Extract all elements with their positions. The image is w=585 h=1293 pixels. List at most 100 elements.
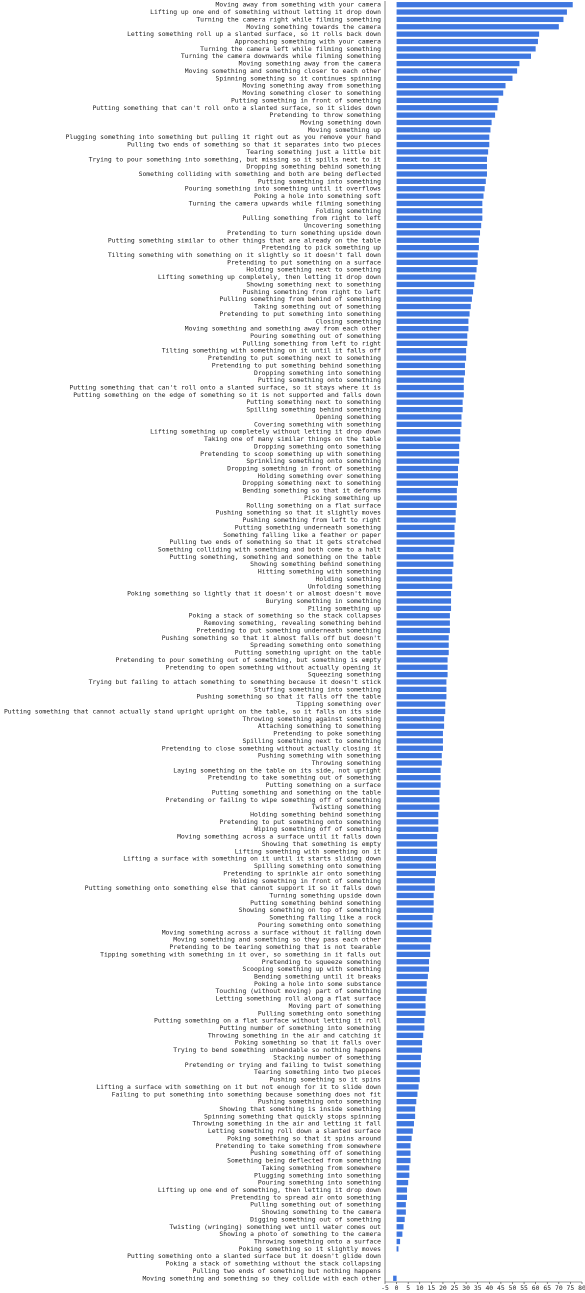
bar [396, 90, 504, 96]
bar [396, 267, 477, 273]
y-tick-label: Moving something down [300, 118, 381, 126]
bar [396, 68, 518, 74]
bar [396, 937, 432, 943]
y-tick-label: Stuffing something into something [254, 685, 381, 693]
y-tick-label: Putting something into something [258, 177, 381, 185]
y-tick-label: Showing something next to something [246, 280, 381, 288]
bar [396, 193, 484, 199]
y-tick-label: Poking a hole into some substance [254, 980, 381, 988]
y-tick-label: Pouring something out of something [250, 332, 381, 340]
bar [396, 83, 506, 89]
bar [396, 767, 441, 773]
bar [396, 745, 443, 751]
bar [396, 664, 448, 670]
bar [396, 1054, 421, 1061]
bar [396, 24, 559, 30]
bar [396, 819, 439, 825]
x-tick-label: 15 [428, 1284, 436, 1292]
bar [396, 46, 536, 52]
y-tick-label: Poking something so it slightly moves [239, 1245, 382, 1253]
x-tick-label: 50 [509, 1284, 517, 1292]
y-tick-label: Putting something behind something [250, 899, 381, 907]
y-tick-label: Stacking number of something [273, 1053, 381, 1061]
bar [396, 149, 489, 155]
bar [396, 583, 453, 589]
y-tick-label: Something falling like a feather or pape… [223, 531, 381, 539]
bar [396, 568, 453, 575]
bar [396, 701, 446, 707]
y-tick-label: Dropping something in front of something [227, 464, 381, 472]
y-tick-label: Putting something next to something [246, 398, 381, 406]
bar [396, 1165, 410, 1171]
y-tick-label: Tilting something with something on it u… [162, 347, 381, 355]
y-tick-label: Sprinkling something onto something [246, 457, 381, 465]
y-tick-label: Spilling something behind something [246, 406, 381, 414]
bar [396, 127, 491, 133]
x-tick-label: 10 [416, 1284, 424, 1292]
bar [396, 907, 434, 913]
y-tick-label: Pretending to pour something out of some… [116, 656, 382, 664]
bar [396, 1187, 408, 1193]
bar [396, 649, 449, 656]
bar [396, 900, 434, 906]
bar [396, 554, 454, 560]
x-tick-label: 5 [406, 1284, 410, 1292]
y-tick-label: Pretending to throw something [269, 111, 381, 119]
y-tick-label: Hitting something with something [258, 568, 381, 576]
y-tick-label: Dropping something onto something [254, 442, 381, 450]
y-tick-label: Plugging something into something but pu… [66, 133, 382, 141]
bar [396, 510, 456, 516]
bar [396, 679, 447, 685]
bar [396, 1202, 406, 1208]
y-tick-label: Turning the camera upwards while filming… [189, 199, 382, 207]
y-tick-label: Twisting something [312, 803, 381, 811]
bar [396, 856, 436, 862]
bar [396, 723, 445, 729]
bar [396, 429, 461, 435]
bar [396, 870, 436, 877]
y-tick-label: Pretending to spread air onto something [231, 1193, 381, 1201]
y-tick-label: Putting something in front of something [231, 96, 381, 104]
bar [396, 1003, 426, 1009]
y-tick-label: Lifting up one end of something without … [150, 8, 381, 16]
y-tick-label: Pretending or trying and failing to twis… [185, 1061, 381, 1069]
y-tick-label: Pulling something onto something [258, 1009, 381, 1017]
bar [396, 752, 442, 759]
y-tick-label: Lifting a surface with something on it b… [96, 1083, 381, 1091]
bar [396, 914, 433, 921]
x-tick-label: 25 [451, 1284, 459, 1292]
bar [396, 1135, 412, 1142]
bar [396, 186, 485, 192]
y-tick-label: Wiping something off of something [254, 825, 381, 833]
y-tick-label: Tipping something with something in it o… [100, 950, 381, 958]
y-tick-label: Failing to put something into something … [112, 1090, 381, 1098]
x-tick-label: 65 [543, 1284, 551, 1292]
bar [396, 141, 490, 148]
bar [396, 863, 436, 869]
bar [396, 377, 464, 383]
bar [396, 775, 441, 781]
y-tick-label: Poking something so that it falls over [235, 1039, 381, 1047]
y-tick-label: Pretending to squeeze something [262, 958, 381, 966]
bar [396, 797, 440, 803]
y-tick-label: Pouring something onto something [258, 921, 381, 929]
y-tick-label: Closing something [316, 317, 382, 325]
y-tick-label: Turning the camera left while filming so… [200, 45, 381, 53]
y-tick-label: Pretending to put something behind somet… [212, 361, 381, 369]
y-tick-label: Showing that something is empty [262, 840, 381, 848]
y-tick-label: Tilting something with something on it s… [108, 251, 381, 259]
y-tick-label: Putting something, something and somethi… [169, 553, 381, 561]
y-tick-label: Spreading something onto something [250, 641, 381, 649]
y-tick-label: Moving something away from something [242, 82, 381, 90]
y-tick-label: Pulling something from behind of somethi… [219, 295, 381, 303]
bar [396, 620, 450, 626]
y-tick-label: Trying but failing to attach something t… [89, 678, 382, 686]
bar [396, 885, 435, 891]
y-tick-label: Tipping something over [296, 700, 381, 708]
y-tick-label: Pushing something so that it falls off t… [196, 693, 381, 701]
y-tick-label: Bending something so that it deforms [242, 487, 381, 495]
y-tick-label: Pretending to poke something [273, 730, 381, 738]
y-tick-label: Putting something and something on the t… [212, 788, 381, 796]
y-tick-label: Throwing something onto a surface [254, 1238, 381, 1246]
y-tick-label: Poking something so lightly that it does… [127, 590, 381, 598]
